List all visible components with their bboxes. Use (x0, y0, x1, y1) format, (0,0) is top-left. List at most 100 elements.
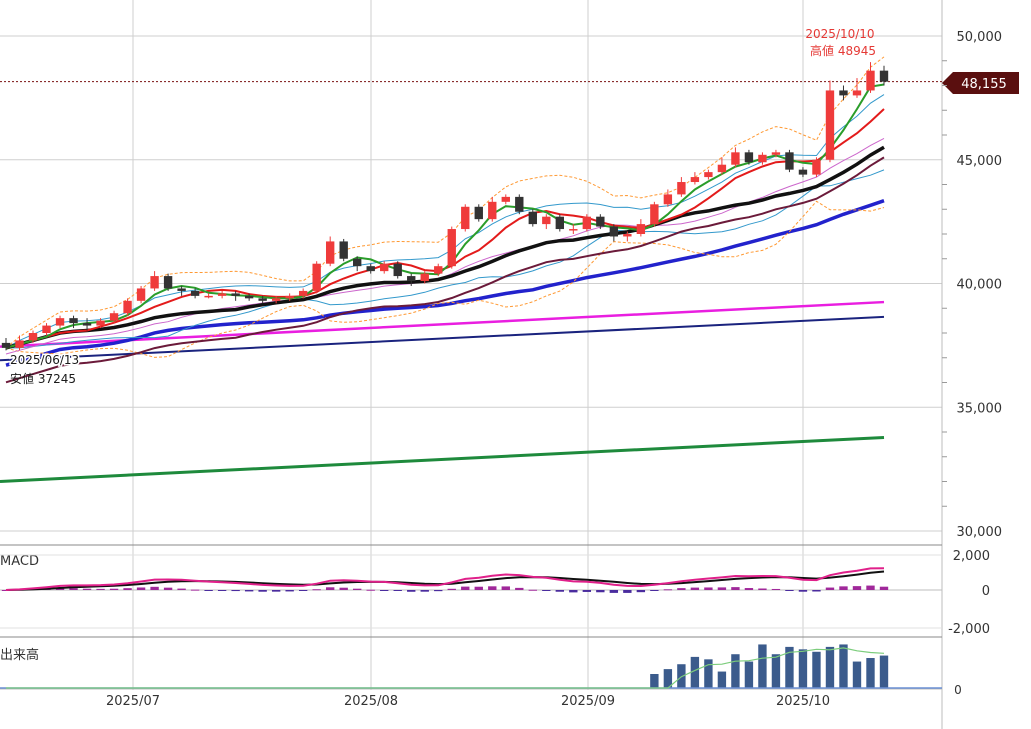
macd-histogram-bar (204, 590, 213, 591)
candle-body (501, 196, 510, 202)
volume-bar (663, 669, 673, 688)
macd-histogram-bar (447, 588, 456, 590)
candle-body (244, 295, 254, 299)
high-value-label: 高値 48945 (810, 43, 876, 58)
macd-histogram-bar (434, 590, 443, 592)
volume-bar (825, 646, 835, 688)
candle-body (96, 320, 105, 326)
macd-histogram-bar (244, 590, 254, 592)
candle-body (28, 333, 38, 341)
macd-histogram-bar (69, 588, 78, 590)
macd-line (5, 567, 885, 591)
macd-histogram-bar (623, 590, 632, 593)
candle-body (69, 318, 78, 324)
volume-bar (785, 646, 794, 688)
volume-bar (839, 644, 848, 688)
low-value-label: 安値 37245 (10, 371, 76, 386)
candle-body (771, 152, 781, 155)
current-price-tag: 48,155 (942, 72, 1019, 94)
date-tick-label: 2025/09 (561, 694, 615, 709)
candle-body (55, 318, 65, 326)
macd-histogram-bar (312, 589, 321, 591)
macd-histogram-bar (177, 588, 186, 590)
candle-body (109, 313, 119, 321)
volume-bar (879, 655, 889, 688)
volume-bar (798, 649, 808, 688)
candle-body (339, 241, 348, 259)
macd-histogram-bar (636, 590, 646, 593)
volume-bar (731, 654, 740, 688)
date-axis: 2025/07 2025/08 2025/09 2025/10 (0, 688, 942, 709)
macd-histogram-bar (690, 587, 700, 590)
macd-histogram-bar (839, 586, 848, 590)
candle-body (690, 177, 700, 183)
volume-bar (717, 671, 727, 688)
candle-body (82, 323, 92, 326)
macd-histogram-bar (231, 590, 240, 592)
volume-ma-line (6, 647, 885, 689)
volume-panel: 出来高 0 (0, 644, 962, 697)
macd-histogram-bar (407, 590, 416, 592)
macd-histogram-bar (217, 590, 227, 591)
grid (0, 0, 943, 729)
macd-histogram-bar (731, 587, 740, 590)
ma-line-red (5, 108, 885, 349)
bollinger-lower-1 (6, 169, 885, 349)
candle-body (461, 206, 470, 230)
candle-body (542, 216, 551, 225)
volume-bar (758, 644, 767, 688)
macd-histogram-bar (353, 588, 362, 590)
date-tick-label: 2025/07 (106, 694, 160, 709)
candlesticks (1, 62, 889, 351)
candle-body (488, 201, 497, 220)
long-term-ma-line (0, 435, 885, 483)
ma-line-blue (5, 199, 885, 367)
macd-histogram-bar (325, 587, 335, 590)
price-tick-label: 45,000 (957, 154, 1003, 169)
macd-histogram-bar (501, 586, 510, 590)
macd-histogram-bar (285, 590, 294, 592)
candle-body (839, 90, 848, 96)
macd-tick-label: 2,000 (953, 549, 990, 564)
candle-body (555, 216, 565, 230)
candle-body (285, 295, 294, 299)
date-tick-label: 2025/10 (776, 694, 830, 709)
candle-body (569, 229, 578, 231)
candle-body (190, 290, 200, 296)
candle-body (258, 298, 267, 301)
candle-body (879, 70, 889, 82)
macd-tick-label: -2,000 (948, 622, 990, 637)
price-tick-label: 35,000 (957, 401, 1003, 416)
candle-body (312, 263, 321, 291)
volume-bar (812, 651, 821, 688)
candle-body (1, 342, 11, 348)
candle-body (744, 152, 754, 163)
macd-histogram-bar (569, 590, 578, 593)
macd-histogram-bar (596, 590, 605, 593)
macd-histogram-bar (258, 590, 267, 592)
ma-line-navy (0, 315, 885, 362)
volume-bar (771, 654, 781, 688)
candle-body (582, 216, 592, 230)
ma-line-green (5, 83, 885, 349)
date-tick-label: 2025/08 (344, 694, 398, 709)
annotations: 2025/10/10 高値 48945 2025/06/13 安値 37245 (9, 27, 877, 386)
macd-histogram-bar (380, 590, 389, 591)
candle-body (217, 293, 227, 296)
candle-body (825, 90, 835, 160)
macd-tick-label: 0 (982, 584, 990, 599)
macd-histogram-bar (650, 590, 659, 591)
macd-histogram-bar (271, 590, 281, 592)
macd-histogram-bar (96, 588, 105, 590)
price-axis: 50,000 45,000 40,000 35,000 30,000 (942, 30, 1002, 540)
candle-body (663, 194, 673, 205)
macd-histogram-bar (461, 586, 470, 590)
macd-histogram-bar (393, 590, 402, 591)
candle-body (758, 154, 767, 163)
candle-body (393, 263, 402, 277)
macd-histogram-bar (879, 586, 889, 590)
candle-body (812, 159, 821, 175)
volume-bar (866, 658, 875, 688)
low-date-label: 2025/06/13 (10, 353, 79, 367)
